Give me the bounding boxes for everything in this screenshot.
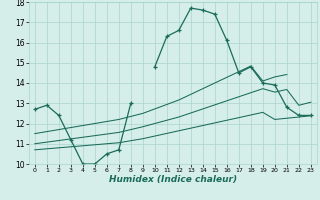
- X-axis label: Humidex (Indice chaleur): Humidex (Indice chaleur): [109, 175, 237, 184]
